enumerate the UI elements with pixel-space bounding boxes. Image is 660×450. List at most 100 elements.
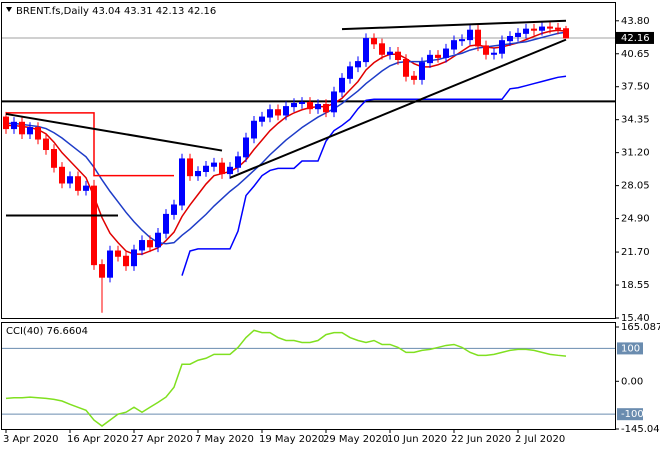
candle-body [195,170,201,177]
candle-body [403,59,409,77]
cci-level-label: -100 [621,409,644,420]
candle-body [107,250,113,278]
y-tick-label: 15.40 [621,313,650,324]
cci-tick-label: 0.00 [621,376,643,387]
candle-body [379,43,385,55]
candle-body [427,54,433,64]
candle-body [75,176,81,191]
symbol-title: BRENT.fs,Daily [16,6,89,17]
candle-body [299,101,305,104]
header-low: 42.13 [156,6,185,17]
candle-body [499,40,505,54]
header-close: 42.16 [188,6,217,17]
x-tick-label: 10 Jun 2020 [387,434,447,445]
candle-body [331,91,337,113]
candle-body [563,28,569,39]
cci-level-box [617,408,643,421]
last-price-label: 42.16 [621,33,650,44]
overlay-line [6,112,174,177]
x-tick-label: 22 Jun 2020 [451,434,511,445]
candle-body [219,162,225,175]
last-price-box [616,31,654,44]
candle-body [275,109,281,116]
x-tick-label: 3 Apr 2020 [3,434,58,445]
candle-body [283,106,289,116]
trend-line [229,38,567,179]
trend-line [341,19,567,31]
candle-body [451,40,457,50]
cci-last-value: 76.6604 [47,326,88,337]
candle-body [259,116,265,122]
candle-body [355,61,361,68]
candle-body [227,166,233,175]
candle-body [83,185,89,191]
x-tick-label: 2 Jul 2020 [515,434,565,445]
candle-body [323,104,329,113]
cci-level-label: 100 [621,343,640,354]
candle-body [531,28,537,31]
candle-body [475,29,481,47]
cci-header: CCI(40) 76.6604 [6,326,88,337]
candle-body [163,213,169,234]
candle-body [419,62,425,80]
candle-body [467,29,473,41]
candle-body [243,137,249,158]
candle-body [491,52,497,55]
candle-body [235,156,241,168]
candle-body [435,54,441,58]
candle-body [67,176,73,184]
y-tick-label: 18.55 [621,280,650,291]
price-panel-frame [1,2,616,319]
cci-panel-frame [1,322,616,430]
candle-body [155,232,161,248]
y-tick-label: 28.05 [621,181,650,192]
candle-body [459,39,465,42]
candle-body [19,121,25,135]
candle-body [211,162,217,167]
candle-body [43,138,49,151]
collapse-triangle[interactable] [6,7,12,12]
y-tick-label: 34.35 [621,115,650,126]
y-tick-label: 21.70 [621,247,650,258]
overlay-line [181,75,567,276]
chart-header: BRENT.fs,Daily 43.04 43.31 42.13 42.16 [16,6,216,17]
candle-body [371,38,377,45]
candle-body [267,109,273,118]
trend-line [5,112,223,152]
candle-body [523,28,529,34]
x-tick-label: 29 May 2020 [323,434,388,445]
candle-body [171,204,177,215]
candle-body [11,121,17,130]
header-open: 43.04 [92,6,121,17]
candle-body [35,127,41,140]
candle-body [179,158,185,206]
candle-body [507,35,513,42]
candle-body [91,185,97,266]
candle-body [99,264,105,278]
candle-body [443,48,449,58]
y-tick-label: 24.90 [621,214,650,225]
candle-body [3,116,9,130]
candle-body [411,75,417,80]
candle-body [547,26,553,29]
candle-body [339,77,345,93]
cci-tick-label: -145.04 [621,424,660,435]
x-tick-label: 7 May 2020 [195,434,254,445]
candle-body [187,158,193,177]
y-tick-label: 40.65 [621,49,650,60]
candle-body [363,38,369,63]
candle-body [395,51,401,61]
candle-body [115,250,121,257]
y-tick-label: 37.50 [621,82,650,93]
candle-body [515,32,521,37]
candle-body [59,166,65,184]
candle-body [291,102,297,108]
header-high: 43.31 [124,6,153,17]
candle-body [123,255,129,267]
candle-body [51,149,57,168]
candle-body [555,27,561,30]
candle-body [131,249,137,267]
x-tick-label: 16 Apr 2020 [67,434,129,445]
